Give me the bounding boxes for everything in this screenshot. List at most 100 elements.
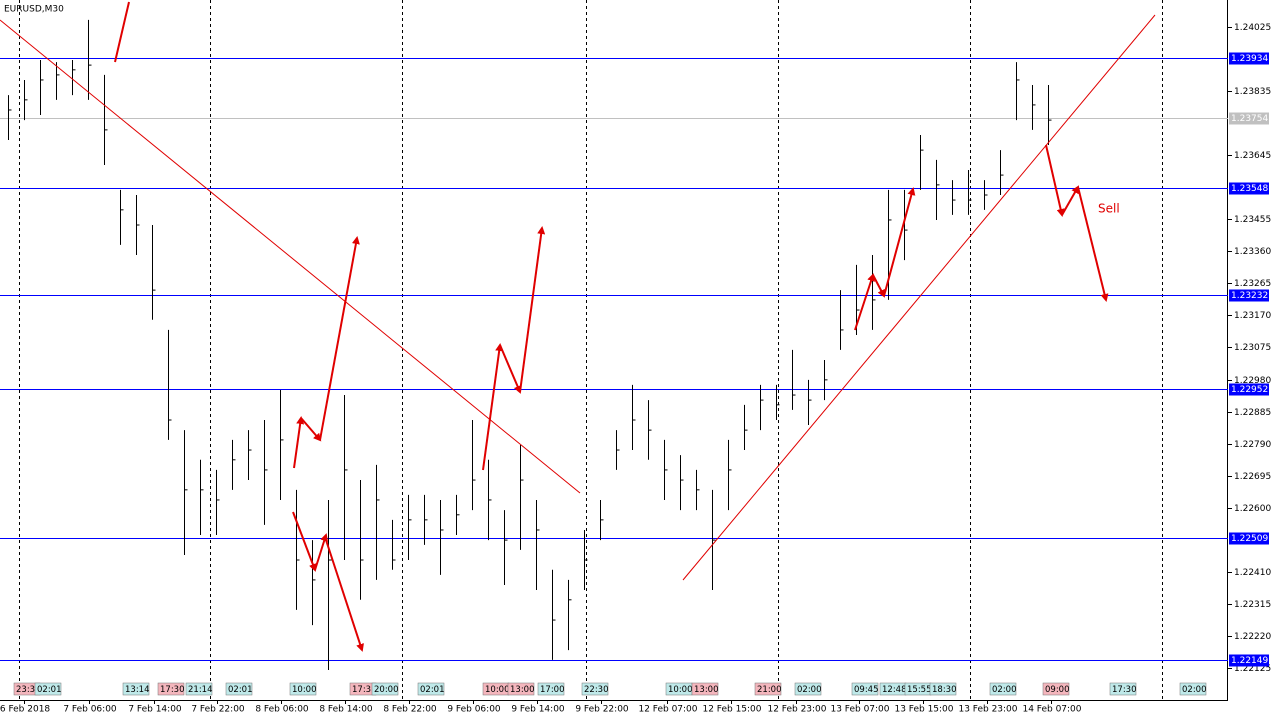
x-tick-label: 6 Feb 2018	[0, 705, 50, 715]
y-tick-label: 1.22315	[1234, 600, 1271, 610]
event-label: 17:00	[540, 685, 565, 695]
x-tick-label: 13 Feb 07:00	[830, 705, 889, 715]
x-tick-label: 7 Feb 22:00	[191, 705, 245, 715]
event-tag	[371, 682, 399, 696]
event-label: 10:00	[485, 685, 510, 695]
event-label: 10:00	[292, 685, 317, 695]
event-tag	[691, 682, 719, 696]
annotation: Sell	[1098, 202, 1120, 216]
x-tick-label: 13 Feb 23:00	[958, 705, 1017, 715]
event-label: 02:01	[228, 685, 253, 695]
event-label: 02:00	[797, 685, 822, 695]
x-tick-label: 7 Feb 14:00	[128, 705, 182, 715]
x-tick-label: 9 Feb 06:00	[447, 705, 501, 715]
x-tick-label: 8 Feb 14:00	[319, 705, 373, 715]
x-tick-label: 8 Feb 22:00	[383, 705, 437, 715]
trend-lines	[0, 14, 1156, 581]
arrows	[114, 1, 1109, 652]
event-label: 21:00	[757, 685, 782, 695]
y-tick-label: 1.23645	[1234, 151, 1271, 161]
event-tag	[507, 682, 535, 696]
y-tick-label: 1.22410	[1234, 568, 1271, 578]
y-tick-label: 1.23075	[1234, 343, 1271, 353]
event-label: 02:00	[992, 685, 1017, 695]
x-tick-label: 9 Feb 22:00	[575, 705, 629, 715]
event-label: 10:00	[668, 685, 693, 695]
event-label: 18:30	[932, 685, 957, 695]
event-tag	[754, 682, 782, 696]
chart-title: EURUSD,M30	[4, 5, 64, 15]
event-tag	[851, 682, 879, 696]
y-tick-label: 1.22885	[1234, 408, 1271, 418]
current-price-box	[1229, 112, 1269, 125]
event-label: 17:30	[1112, 685, 1137, 695]
x-tick-label: 7 Feb 06:00	[63, 705, 117, 715]
level-label: 1.22149	[1231, 656, 1268, 666]
level-box	[1229, 532, 1269, 545]
level-box	[1229, 52, 1269, 65]
x-tick-label: 12 Feb 15:00	[702, 705, 761, 715]
y-tick-label: 1.22790	[1234, 440, 1271, 450]
event-label: 09:00	[1045, 685, 1070, 695]
level-label: 1.23232	[1231, 291, 1268, 301]
event-tag	[417, 682, 445, 696]
event-tag	[122, 682, 150, 696]
x-tick-label: 12 Feb 07:00	[638, 705, 697, 715]
level-box	[1229, 654, 1269, 667]
event-tag	[794, 682, 822, 696]
y-tick-label: 1.23455	[1234, 215, 1271, 225]
y-tick-label: 1.22600	[1234, 504, 1271, 514]
y-tick-label: 1.22695	[1234, 472, 1271, 482]
x-tick-label: 9 Feb 14:00	[511, 705, 565, 715]
y-tick-label: 1.22220	[1234, 632, 1271, 642]
event-tag	[537, 682, 565, 696]
level-label: 1.22952	[1231, 385, 1268, 395]
event-tag	[1179, 682, 1207, 696]
event-label: 09:45	[854, 685, 879, 695]
y-tick-label: 1.22980	[1234, 376, 1271, 386]
event-label: 13:14	[125, 685, 150, 695]
event-label: 23:3	[16, 685, 35, 695]
event-tag	[581, 682, 609, 696]
y-tick-label: 1.22125	[1234, 664, 1271, 674]
event-label: 02:00	[1182, 685, 1207, 695]
event-label: 17:3	[352, 685, 371, 695]
event-tag	[1109, 682, 1137, 696]
event-label: 15:55	[907, 685, 932, 695]
current-price-label: 1.23754	[1231, 114, 1268, 124]
level-box	[1229, 289, 1269, 302]
event-label: 02:01	[420, 685, 445, 695]
y-tick-label: 1.24025	[1234, 23, 1271, 33]
level-label: 1.22509	[1231, 534, 1268, 544]
event-tag	[34, 682, 62, 696]
event-label: 20:00	[374, 685, 399, 695]
event-tag	[157, 682, 185, 696]
event-tag	[929, 682, 957, 696]
y-tick-label: 1.23835	[1234, 87, 1271, 97]
event-tag	[225, 682, 253, 696]
event-label: 21:14	[188, 685, 213, 695]
event-label: 22:30	[584, 685, 609, 695]
x-tick-label: 8 Feb 06:00	[255, 705, 309, 715]
event-tag	[289, 682, 317, 696]
event-tag	[185, 682, 213, 696]
y-tick-label: 1.23265	[1234, 279, 1271, 289]
x-tick-label: 14 Feb 07:00	[1022, 705, 1081, 715]
y-tick-label: 1.23170	[1234, 311, 1271, 321]
x-tick-label: 12 Feb 23:00	[767, 705, 826, 715]
y-tick-label: 1.23360	[1234, 247, 1271, 257]
day-separators	[19, 0, 1163, 700]
level-box	[1229, 182, 1269, 195]
event-tag	[989, 682, 1017, 696]
event-label: 13:00	[694, 685, 719, 695]
event-label: 12:48	[882, 685, 907, 695]
event-label: 02:01	[37, 685, 62, 695]
event-tag	[1042, 682, 1070, 696]
level-label: 1.23548	[1231, 184, 1268, 194]
event-label: 17:30	[160, 685, 185, 695]
event-label: 13:00	[510, 685, 535, 695]
x-tick-label: 13 Feb 15:00	[894, 705, 953, 715]
